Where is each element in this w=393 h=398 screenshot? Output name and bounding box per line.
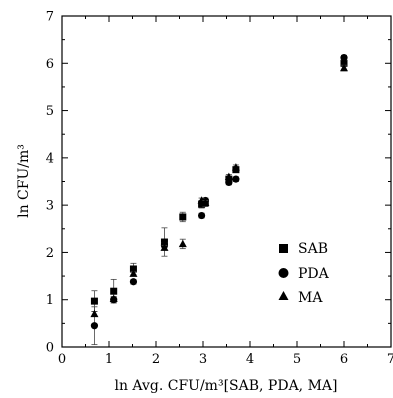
point-ma xyxy=(178,239,187,248)
legend-label-pda: PDA xyxy=(298,266,330,282)
y-axis-title: ln CFU/m³ xyxy=(16,144,32,218)
point-pda xyxy=(232,175,240,183)
x-tick-label: 7 xyxy=(387,352,393,367)
legend-marker-pda xyxy=(278,268,289,278)
x-tick-label: 1 xyxy=(105,352,113,367)
y-tick-label: 2 xyxy=(46,246,54,261)
point-ma xyxy=(224,172,233,180)
legend-marker-sab xyxy=(279,244,288,253)
point-ma xyxy=(129,269,138,277)
legend-label-sab: SAB xyxy=(298,241,328,257)
legend-label-ma: MA xyxy=(298,290,323,306)
y-tick-label: 5 xyxy=(46,104,54,119)
point-sab xyxy=(179,213,187,221)
y-tick-label: 3 xyxy=(46,199,54,214)
point-ma xyxy=(90,309,99,318)
y-tick-label: 1 xyxy=(46,293,54,308)
point-pda xyxy=(225,178,233,187)
y-tick-label: 4 xyxy=(46,151,54,166)
point-ma xyxy=(201,198,210,206)
y-tick-labels: 0 1 2 3 4 5 6 7 xyxy=(46,10,54,356)
x-tick-label: 6 xyxy=(340,352,348,367)
point-pda xyxy=(197,211,206,220)
x-tick-label: 4 xyxy=(246,352,254,367)
point-pda xyxy=(90,322,99,330)
y-tick-label: 0 xyxy=(46,341,54,356)
point-pda xyxy=(340,54,348,62)
data-points xyxy=(90,54,348,346)
x-tick-label: 2 xyxy=(152,352,160,367)
legend: SAB PDA MA xyxy=(278,241,330,306)
y-tick-label: 7 xyxy=(46,10,54,25)
point-sab xyxy=(129,265,137,273)
point-sab xyxy=(90,297,98,305)
axis-ticks xyxy=(61,15,392,348)
point-sab xyxy=(198,200,206,208)
point-ma xyxy=(340,63,348,72)
point-sab xyxy=(110,287,118,295)
point-ma xyxy=(231,163,240,171)
point-sab xyxy=(340,59,348,67)
point-ma xyxy=(160,243,169,251)
x-tick-label: 5 xyxy=(293,352,301,367)
x-axis-title: ln Avg. CFU/m³[SAB, PDA, MA] xyxy=(114,378,337,394)
point-pda xyxy=(129,278,138,286)
x-tick-label: 3 xyxy=(199,352,207,367)
x-tick-label: 0 xyxy=(58,352,66,367)
point-ma xyxy=(109,294,118,302)
x-tick-labels: 0 1 2 3 4 5 6 7 xyxy=(58,352,393,367)
legend-marker-ma xyxy=(278,291,289,300)
point-ma xyxy=(197,196,206,204)
y-tick-label: 6 xyxy=(46,57,54,72)
